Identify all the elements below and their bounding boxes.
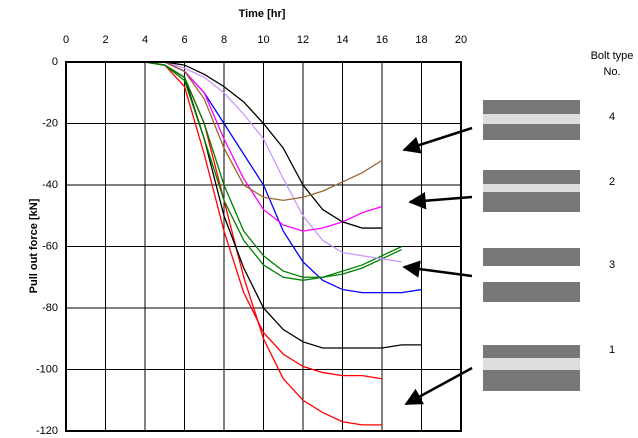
plot-area: 0 2 4 6 8 10 12 14 16 18 20 0 -20 -40 -60 -80 -100 -120 xyxy=(36,34,467,437)
x-tick-label: 0 xyxy=(63,34,69,46)
bolt-label: 1 xyxy=(609,344,615,356)
x-tick-label: 14 xyxy=(336,34,348,46)
bolt-label: 2 xyxy=(609,176,615,188)
y-axis-label: Pull out force [kN] xyxy=(28,198,40,293)
x-tick-label: 16 xyxy=(376,34,388,46)
x-tick-label: 6 xyxy=(181,34,187,46)
y-tick-label: -100 xyxy=(36,363,58,375)
x-tick-label: 4 xyxy=(142,34,148,46)
bolt-heading: No. xyxy=(603,66,620,78)
y-tick-label: -20 xyxy=(42,117,58,129)
y-tick-label: -40 xyxy=(42,179,58,191)
plot-frame xyxy=(65,61,462,432)
y-tick-label: -80 xyxy=(42,302,58,314)
bolt-images xyxy=(483,100,580,391)
x-tick-label: 8 xyxy=(221,34,227,46)
x-tick-label: 10 xyxy=(257,34,269,46)
x-tick-label: 20 xyxy=(455,34,467,46)
series-line xyxy=(66,61,422,294)
x-tick-label: 12 xyxy=(297,34,309,46)
series-line xyxy=(66,61,402,263)
y-tick-label: 0 xyxy=(52,56,58,68)
y-tick-label: -60 xyxy=(42,240,58,252)
bolt-label: 4 xyxy=(609,111,615,123)
x-tick-label: 18 xyxy=(415,34,427,46)
series-line xyxy=(66,61,422,349)
x-tick-label: 2 xyxy=(102,34,108,46)
bolt-heading: Bolt type xyxy=(591,50,634,62)
y-tick-label: -120 xyxy=(36,425,58,437)
bolt-label: 3 xyxy=(609,259,615,271)
x-axis-label: Time [hr] xyxy=(239,8,286,20)
arrows xyxy=(402,126,473,406)
